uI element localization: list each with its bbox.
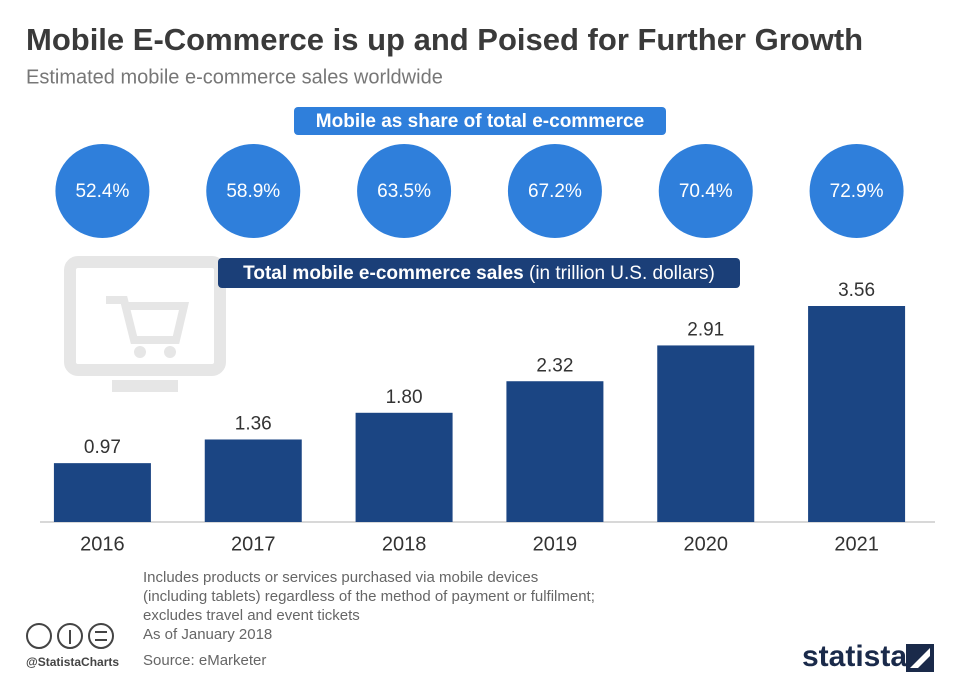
share-label: 72.9% (830, 181, 884, 202)
share-label: 67.2% (528, 181, 582, 202)
brand: statista (802, 640, 907, 673)
share-pill (294, 107, 666, 135)
share-label: 58.9% (226, 181, 280, 202)
brand-icon-stripe (910, 648, 930, 668)
x-tick-label: 2016 (80, 533, 125, 555)
x-tick-label: 2017 (231, 533, 276, 555)
axis-unit: (in trillion U.S. dollars) (529, 263, 715, 284)
value-label: 2.91 (687, 319, 724, 340)
share-title: Mobile as share of total e-commerce (316, 111, 644, 132)
bar (204, 439, 302, 522)
value-label: 1.80 (386, 387, 423, 408)
axis-label: Total mobile e-commerce sales (in trilli… (243, 263, 715, 284)
x-tick-label: 2020 (684, 533, 729, 555)
chart-title: Mobile E-Commerce is up and Poised for F… (26, 22, 863, 57)
value-label: 2.32 (536, 355, 573, 376)
share-label: 52.4% (75, 181, 129, 202)
share-circle (357, 144, 452, 238)
share-circle (809, 144, 904, 238)
note: (including tablets) regardless of the me… (143, 588, 595, 605)
note: Includes products or services purchased … (143, 569, 538, 586)
bar (355, 412, 453, 522)
chart-subtitle: Estimated mobile e-commerce sales worldw… (26, 66, 443, 88)
value-label: 3.56 (838, 280, 875, 301)
bar (808, 306, 906, 522)
source: Source: eMarketer (143, 652, 266, 669)
x-tick-label: 2018 (382, 533, 427, 555)
license-icons (26, 623, 114, 649)
x-tick-label: 2021 (834, 533, 879, 555)
axis-pill (218, 258, 740, 288)
share-label: 70.4% (679, 181, 733, 202)
share-circle (206, 144, 301, 238)
bar (53, 463, 151, 522)
monitor-icon (64, 256, 226, 392)
note: excludes travel and event tickets (143, 607, 360, 624)
value-label: 0.97 (84, 437, 121, 458)
note: As of January 2018 (143, 626, 272, 643)
share-circle (658, 144, 753, 238)
bar (657, 345, 755, 522)
bar (506, 381, 604, 522)
axis-label-main: Total mobile e-commerce sales (243, 263, 524, 284)
handle: @StatistaCharts (26, 655, 119, 669)
share-circle (507, 144, 602, 238)
x-tick-label: 2019 (533, 533, 578, 555)
share-circle (55, 144, 150, 238)
share-label: 63.5% (377, 181, 431, 202)
value-label: 1.36 (235, 413, 272, 434)
footer: Includes products or services purchased … (143, 569, 595, 669)
